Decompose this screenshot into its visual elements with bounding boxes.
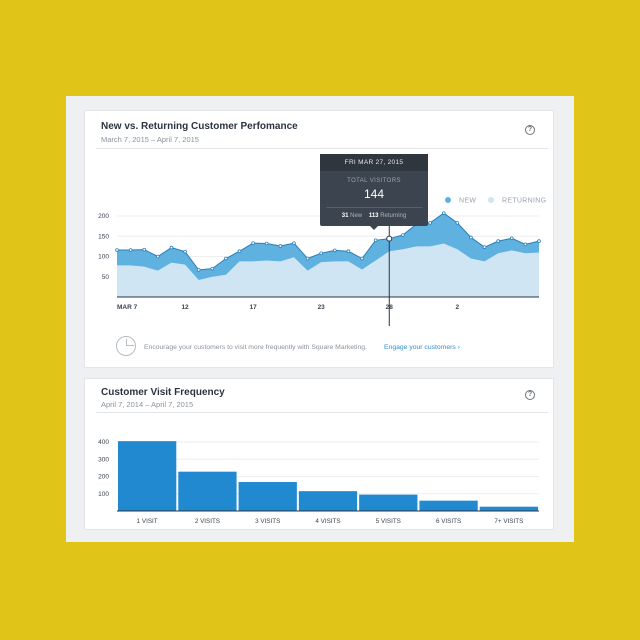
area-x-tick-label: 17 (250, 304, 258, 311)
data-point (115, 248, 119, 252)
bar (479, 506, 538, 511)
tooltip-total-label: TOTAL VISITORS (347, 178, 401, 184)
help-icon[interactable]: ? (525, 125, 535, 135)
tooltip-total-value: 144 (363, 187, 385, 201)
legend-new-swatch (445, 197, 451, 203)
data-point (292, 241, 296, 245)
data-point (169, 245, 174, 250)
area-x-tick-label: 23 (318, 304, 326, 311)
data-point (333, 248, 337, 253)
bar-y-tick-label: 100 (98, 491, 109, 498)
bar-y-tick-label: 400 (98, 439, 109, 446)
hover-point (386, 235, 393, 242)
bar-x-tick-label: 3 VISITS (255, 518, 280, 525)
area-x-tick-label: MAR 7 (117, 304, 138, 311)
data-point (156, 254, 160, 259)
performance-title: New vs. Returning Customer Perfomance (101, 121, 298, 132)
tooltip-breakdown: 31 New 113 Returning (320, 213, 428, 219)
data-point (251, 241, 255, 245)
data-point (537, 239, 541, 243)
customer-performance-card (84, 110, 554, 368)
data-point (224, 256, 228, 261)
returning-series-area (117, 243, 539, 297)
data-point (523, 242, 528, 247)
bar (118, 441, 177, 511)
legend-returning-label: RETURNING (502, 197, 547, 205)
bar-x-tick-label: 2 VISITS (195, 518, 220, 525)
data-point (196, 268, 201, 272)
data-point (482, 245, 487, 249)
tooltip-returning-label: Returning (380, 213, 407, 219)
total-line (117, 212, 540, 271)
data-point (128, 248, 133, 252)
data-point (183, 249, 187, 254)
bar-x-tick-label: 5 VISITS (376, 518, 401, 525)
data-point (319, 251, 323, 256)
bar-y-tick-label: 200 (98, 474, 109, 481)
area-y-tick-label: 200 (98, 213, 109, 220)
legend-new[interactable]: NEW (445, 197, 476, 205)
tooltip-new-label: New (350, 213, 363, 219)
area-x-tick-label: 2 (456, 304, 460, 311)
bar-x-tick-label: 6 VISITS (436, 518, 461, 525)
data-point (142, 247, 147, 252)
tooltip-date: FRI MAR 27, 2015 (320, 154, 428, 171)
tooltip-arrow (369, 225, 379, 230)
data-point (441, 211, 446, 215)
data-point (360, 256, 364, 261)
data-point (428, 221, 432, 225)
engage-customers-link[interactable]: Engage your customers › (384, 344, 460, 351)
performance-date-range: March 7, 2015 – April 7, 2015 (101, 135, 199, 144)
bar (238, 482, 297, 511)
marketing-promo: Encourage your customers to visit more f… (116, 336, 476, 358)
legend-returning[interactable]: RETURNING (488, 197, 546, 205)
area-y-tick-label: 100 (98, 254, 109, 261)
legend-returning-swatch (488, 197, 494, 203)
tooltip-returning-count: 113 (368, 213, 379, 219)
data-point (210, 266, 215, 271)
data-point (373, 238, 378, 243)
bar-y-tick-label: 300 (98, 456, 109, 463)
data-point (509, 236, 514, 241)
bar (298, 491, 358, 511)
help-icon[interactable]: ? (525, 390, 535, 400)
frequency-header-divider (96, 412, 548, 413)
data-point (346, 249, 351, 254)
data-point (237, 249, 242, 254)
data-point (496, 239, 500, 243)
bar (178, 471, 237, 511)
tooltip-divider (326, 207, 422, 208)
visitors-tooltip: FRI MAR 27, 2015 TOTAL VISITORS 144 31 N… (320, 154, 428, 230)
frequency-date-range: April 7, 2014 – April 7, 2015 (101, 400, 194, 409)
data-point (264, 241, 269, 246)
bar-x-tick-label: 7+ VISITS (494, 518, 523, 525)
bar-x-tick-label: 4 VISITS (315, 518, 340, 525)
frequency-title: Customer Visit Frequency (101, 387, 225, 398)
data-point (455, 221, 460, 225)
promo-text: Encourage your customers to visit more f… (144, 344, 367, 351)
area-y-tick-label: 50 (102, 274, 110, 281)
pie-chart-icon (116, 336, 136, 356)
tooltip-new-count: 31 (341, 213, 349, 219)
data-point (305, 256, 310, 261)
bar (359, 494, 418, 511)
data-point (278, 244, 283, 248)
legend-new-label: NEW (459, 197, 477, 205)
performance-header-divider (96, 148, 548, 149)
bar-x-tick-label: 1 VISIT (137, 518, 158, 525)
data-point (469, 235, 473, 240)
area-x-tick-label: 12 (181, 304, 189, 311)
area-y-tick-label: 150 (98, 233, 109, 240)
bar (419, 500, 478, 511)
data-point (401, 233, 405, 237)
